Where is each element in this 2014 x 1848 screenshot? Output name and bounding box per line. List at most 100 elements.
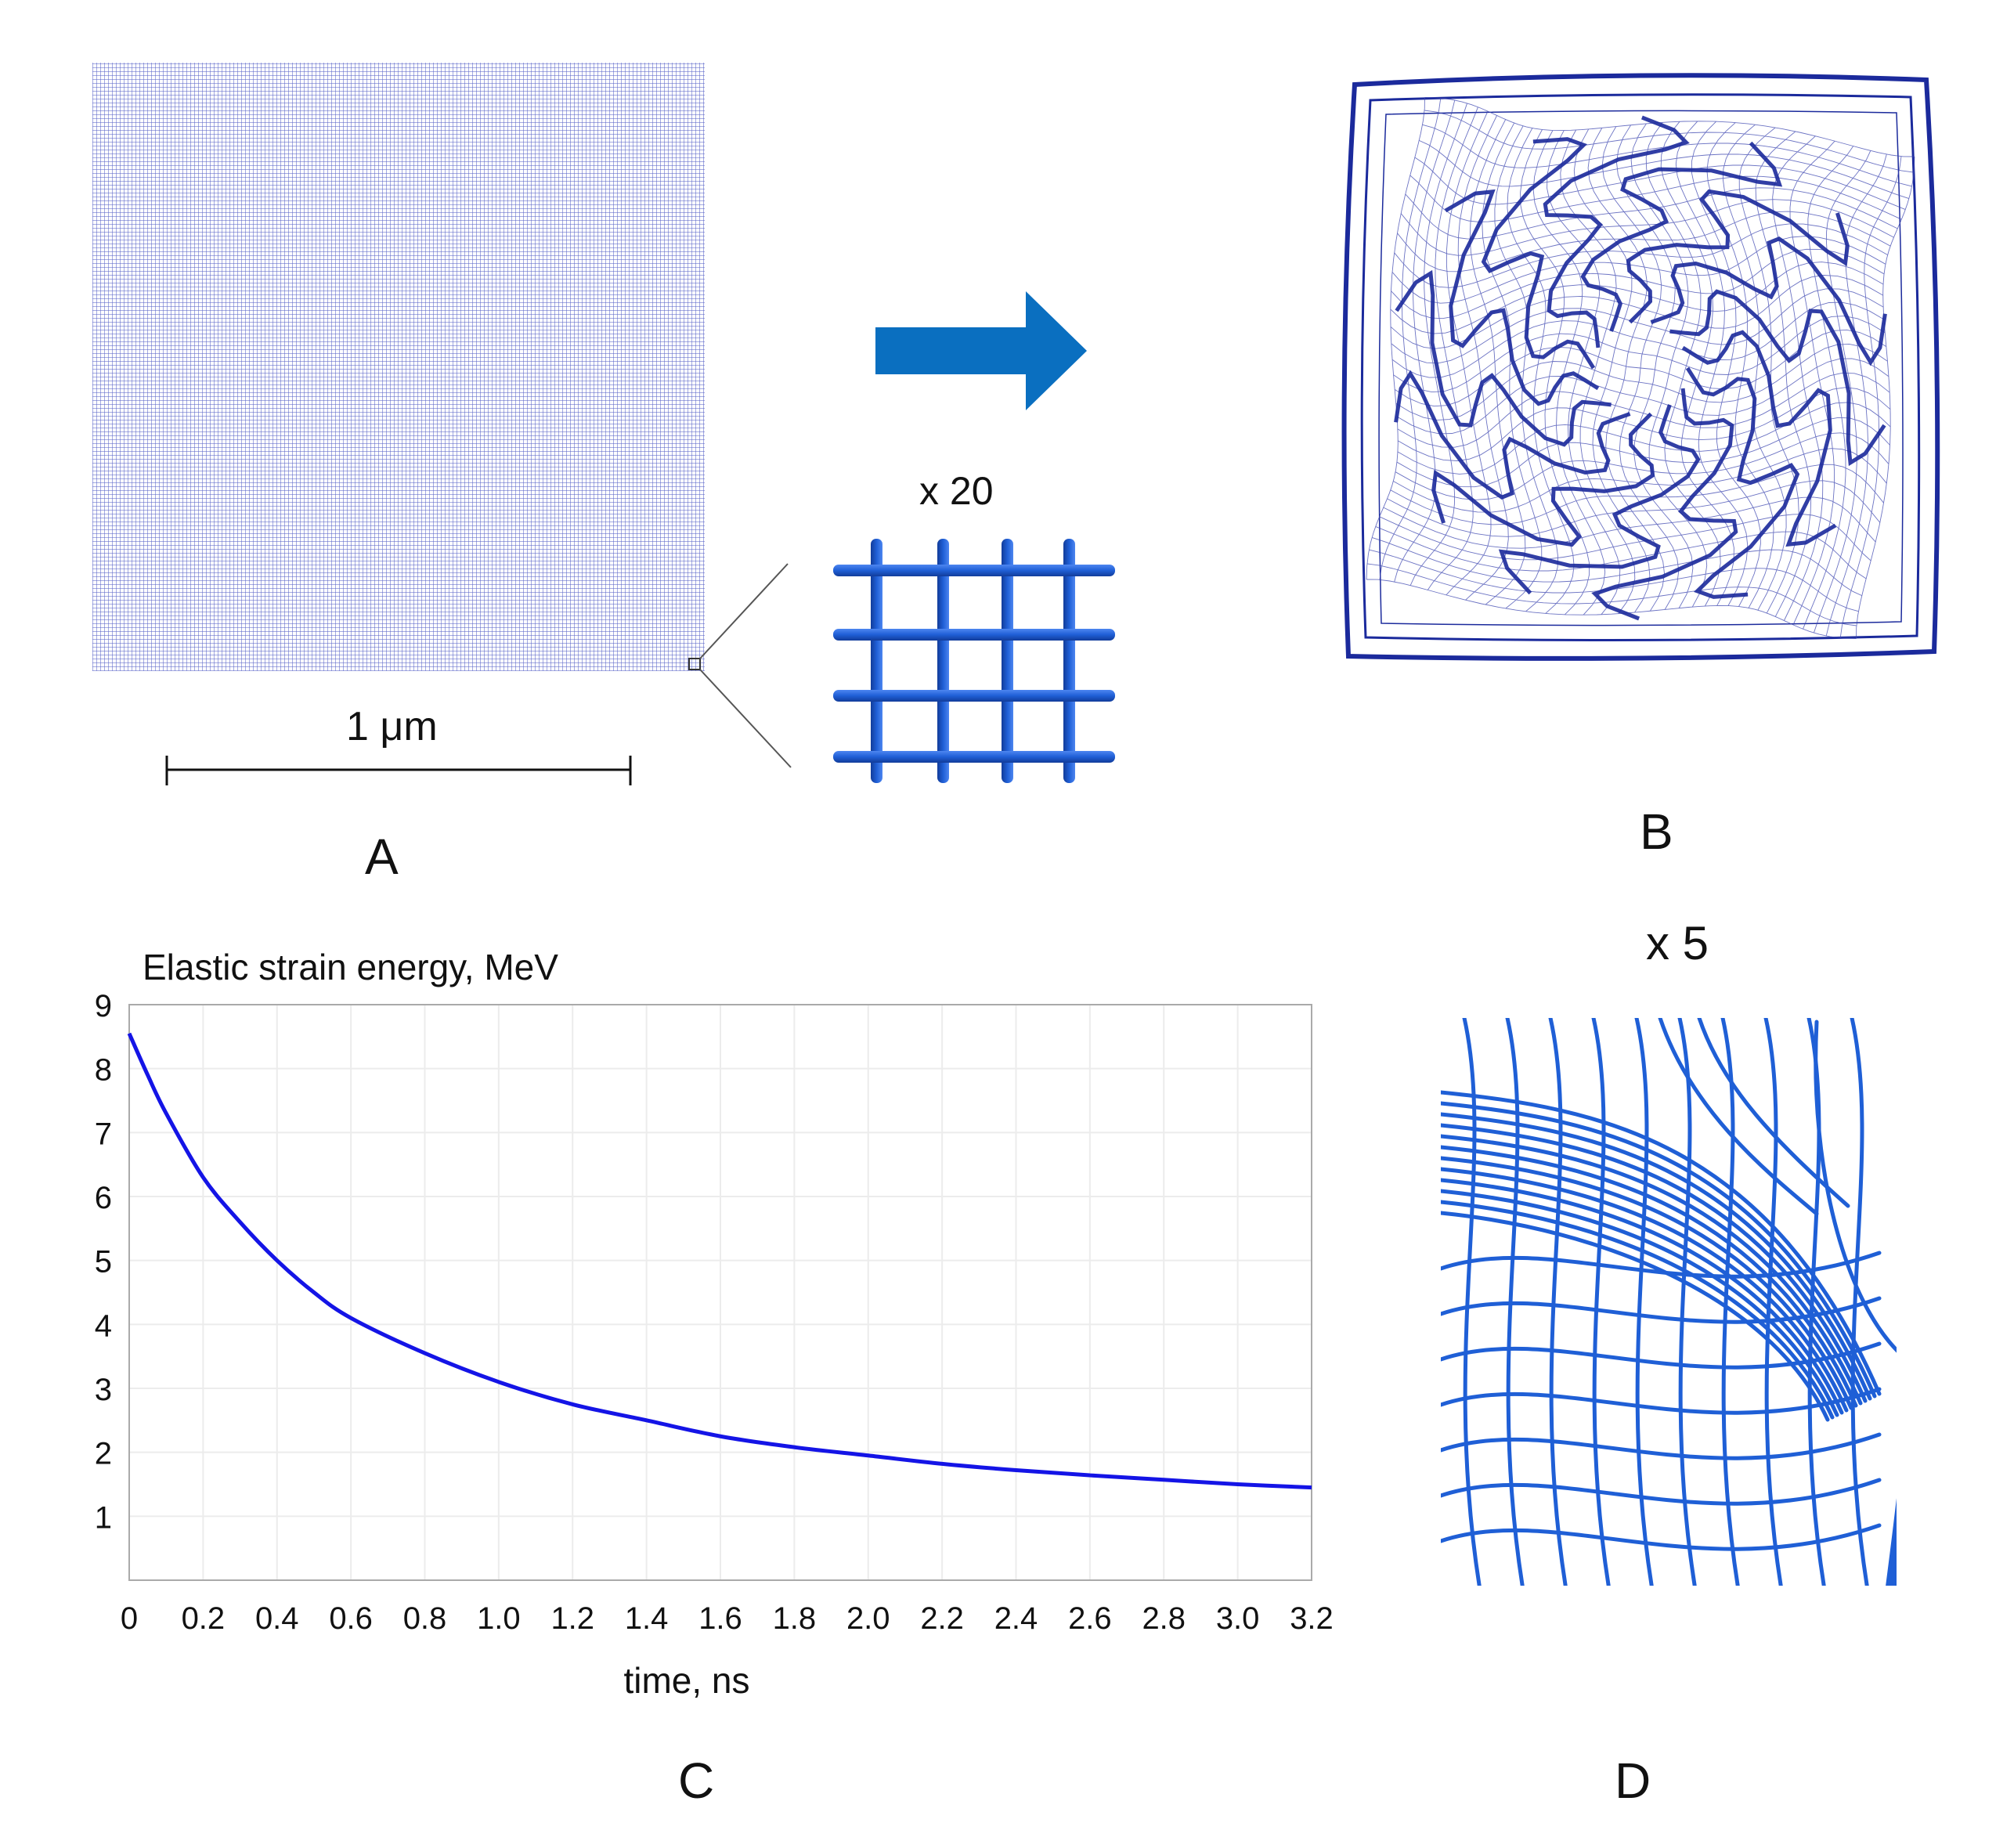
mesh-line-horizontal [1397, 372, 1890, 448]
tube-strand [1441, 1189, 1839, 1417]
tube-strand [1441, 1123, 1868, 1403]
mesh-line-vertical [1573, 128, 1651, 613]
mesh-line-horizontal [1390, 464, 1884, 525]
x-tick-label: 3.2 [1290, 1601, 1334, 1636]
mesh-line-horizontal [1375, 525, 1867, 579]
x-tick-label: 2.2 [920, 1601, 964, 1636]
horizontal-tubes [833, 565, 1115, 763]
mesh-line-vertical [1755, 131, 1812, 617]
tube-strand [1441, 1178, 1844, 1415]
zoom-line-bottom [699, 669, 792, 768]
tube-strand [1441, 1523, 1882, 1551]
mesh-line-horizontal [1422, 124, 1912, 187]
x-tick-label: 0.8 [403, 1601, 447, 1636]
mesh-line-horizontal [1383, 496, 1876, 549]
wrinkle-ridge [1685, 366, 1800, 599]
tube-strand [1441, 1101, 1877, 1399]
mesh-line-vertical [1630, 123, 1708, 608]
tube-strand [1441, 1134, 1863, 1406]
tube-strand [1441, 1145, 1858, 1408]
x-tick-label: 3.0 [1216, 1601, 1260, 1636]
mesh-line-horizontal [1366, 563, 1857, 626]
y-tick-label: 3 [95, 1373, 112, 1407]
wrinkle-ridge [1481, 137, 1596, 370]
panel-letter-a: A [365, 828, 399, 885]
x-axis-label: time, ns [623, 1660, 749, 1701]
mesh-line-horizontal [1397, 402, 1891, 475]
tube-strand [1441, 1090, 1882, 1396]
mesh-line-vertical [1803, 146, 1854, 630]
tube-strand [1895, 1574, 1897, 1586]
y-tick-label: 2 [95, 1437, 112, 1471]
energy-chart: 1 2 3 4 5 6 7 8 9 0 0.2 0.4 0.6 0.8 1.0 1.2 1.4 1.6 1.8 2.… [95, 989, 1334, 1701]
zoomed-tube-grid [833, 539, 1115, 783]
mesh-line-vertical [1813, 150, 1871, 633]
x-tick-label: 1.8 [773, 1601, 817, 1636]
tube-strand [1505, 1018, 1525, 1586]
mesh-line-vertical [1409, 103, 1468, 586]
panel-letter-b: B [1640, 803, 1673, 860]
x-tick-label: 1.0 [477, 1601, 521, 1636]
tube-strand [1441, 1387, 1882, 1415]
mesh-line-horizontal [1387, 480, 1881, 537]
panel-letter-d: D [1615, 1752, 1651, 1809]
mesh-line-horizontal [1379, 514, 1871, 561]
zoom-line-top [699, 563, 789, 659]
x-tick-label: 0.2 [182, 1601, 226, 1636]
wrinkle-ridge [1669, 289, 1886, 467]
wrinkle-ridge [1431, 412, 1655, 547]
zoom-label-x20: x 20 [919, 469, 994, 513]
x-tick-label: 0.6 [329, 1601, 373, 1636]
x-tick-label: 2.6 [1068, 1601, 1112, 1636]
wrinkle-ridge [1444, 189, 1600, 406]
zoom-connector [165, 291, 1087, 785]
wrinkle-ridge [1626, 189, 1850, 324]
chart-title: Elastic strain energy, MeV [143, 947, 558, 987]
wrinkle-ridge [1543, 115, 1690, 348]
y-tick-label: 1 [95, 1500, 112, 1535]
vertical-tubes [871, 539, 1075, 783]
x-tick-label: 0.4 [255, 1601, 299, 1636]
deformed-mesh [1341, 73, 1940, 661]
undeformed-mesh [92, 63, 705, 671]
tube-strand [1591, 1018, 1611, 1586]
mesh-line-vertical [1738, 127, 1799, 614]
mesh-line-horizontal [1395, 343, 1888, 420]
transform-arrow [875, 291, 1087, 410]
wrinkle-ridge [1395, 269, 1612, 447]
y-tick-label: 9 [95, 989, 112, 1023]
mesh-line-vertical [1839, 156, 1902, 638]
wrinkle-ridge [1498, 404, 1701, 595]
mesh-line-horizontal [1424, 97, 1915, 157]
y-tick-label: 6 [95, 1181, 112, 1215]
tube-strand [1814, 1020, 1897, 1353]
y-tick-label: 5 [95, 1245, 112, 1280]
wrinkle-ridge [1591, 388, 1738, 621]
energy-curve [127, 1032, 1312, 1490]
x-tick-label: 0 [121, 1601, 138, 1636]
x-tick-label: 1.6 [698, 1601, 742, 1636]
mesh-line-vertical [1616, 125, 1694, 608]
mesh-line-vertical [1789, 140, 1835, 626]
x-tick-label: 2.4 [994, 1601, 1038, 1636]
x-tick-label: 1.2 [550, 1601, 594, 1636]
mesh-line-horizontal [1366, 579, 1857, 639]
tube-strand [1441, 1112, 1872, 1401]
mesh-line-vertical [1856, 156, 1915, 639]
mesh-line-horizontal [1396, 358, 1889, 435]
y-tick-label: 8 [95, 1053, 112, 1088]
wrinkle-ridge [1580, 141, 1783, 332]
x-tick-label: 1.4 [625, 1601, 669, 1636]
tube-strand [1441, 1432, 1882, 1460]
wrinkle-ridge [1650, 236, 1887, 366]
tube-strand [1441, 1167, 1849, 1413]
tube-strand [1658, 1018, 1819, 1216]
mesh-line-vertical [1446, 110, 1492, 596]
tube-strand [1697, 1018, 1850, 1208]
mesh-line-vertical [1675, 121, 1749, 606]
mesh-line-horizontal [1396, 417, 1890, 488]
plot-area-border [128, 1004, 1312, 1581]
y-tick-label: 4 [95, 1308, 112, 1343]
x-tick-label: 2.0 [846, 1601, 890, 1636]
y-tick-label: 7 [95, 1117, 112, 1151]
